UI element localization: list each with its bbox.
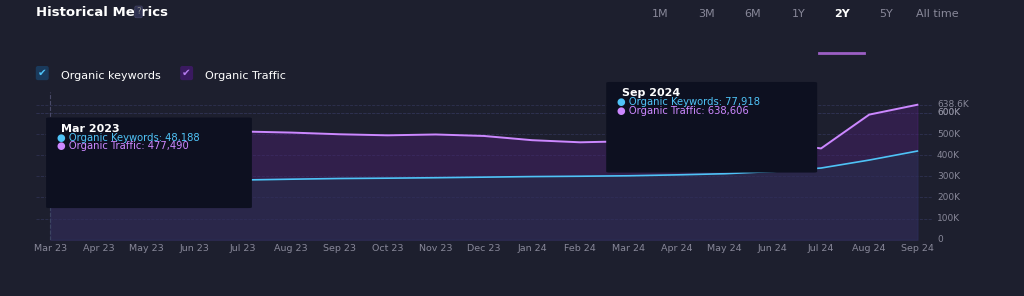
Text: 5Y: 5Y (879, 9, 893, 19)
Text: 1Y: 1Y (792, 9, 806, 19)
Text: Historical Metrics: Historical Metrics (36, 6, 168, 19)
Text: 300K: 300K (937, 172, 961, 181)
Text: ● Organic Traffic: 638,606: ● Organic Traffic: 638,606 (617, 106, 750, 116)
Text: 600K: 600K (937, 108, 961, 118)
Text: 6M: 6M (744, 9, 761, 19)
Text: 500K: 500K (937, 130, 961, 139)
Text: Mar 2023: Mar 2023 (61, 124, 120, 134)
Text: 100K: 100K (937, 214, 961, 223)
Text: 200K: 200K (937, 193, 959, 202)
Text: 1M: 1M (652, 9, 669, 19)
Text: ?: ? (136, 7, 141, 16)
Text: ● Organic Keywords: 48,188: ● Organic Keywords: 48,188 (57, 133, 200, 143)
Text: ● Organic Traffic: 477,490: ● Organic Traffic: 477,490 (57, 141, 189, 152)
Text: All time: All time (915, 9, 958, 19)
Text: 0: 0 (937, 235, 943, 244)
Text: 400K: 400K (937, 151, 959, 160)
Text: 638.6K: 638.6K (937, 100, 969, 109)
Text: Organic keywords: Organic keywords (61, 71, 161, 81)
Text: 600K: 600K (937, 108, 961, 118)
Text: 2Y: 2Y (834, 9, 850, 19)
Text: Organic Traffic: Organic Traffic (205, 71, 286, 81)
Text: 3M: 3M (698, 9, 715, 19)
Text: ✔: ✔ (182, 68, 191, 78)
Text: ● Organic Keywords: 77,918: ● Organic Keywords: 77,918 (617, 97, 761, 107)
Text: ✔: ✔ (38, 68, 47, 78)
Text: Sep 2024: Sep 2024 (622, 88, 680, 98)
